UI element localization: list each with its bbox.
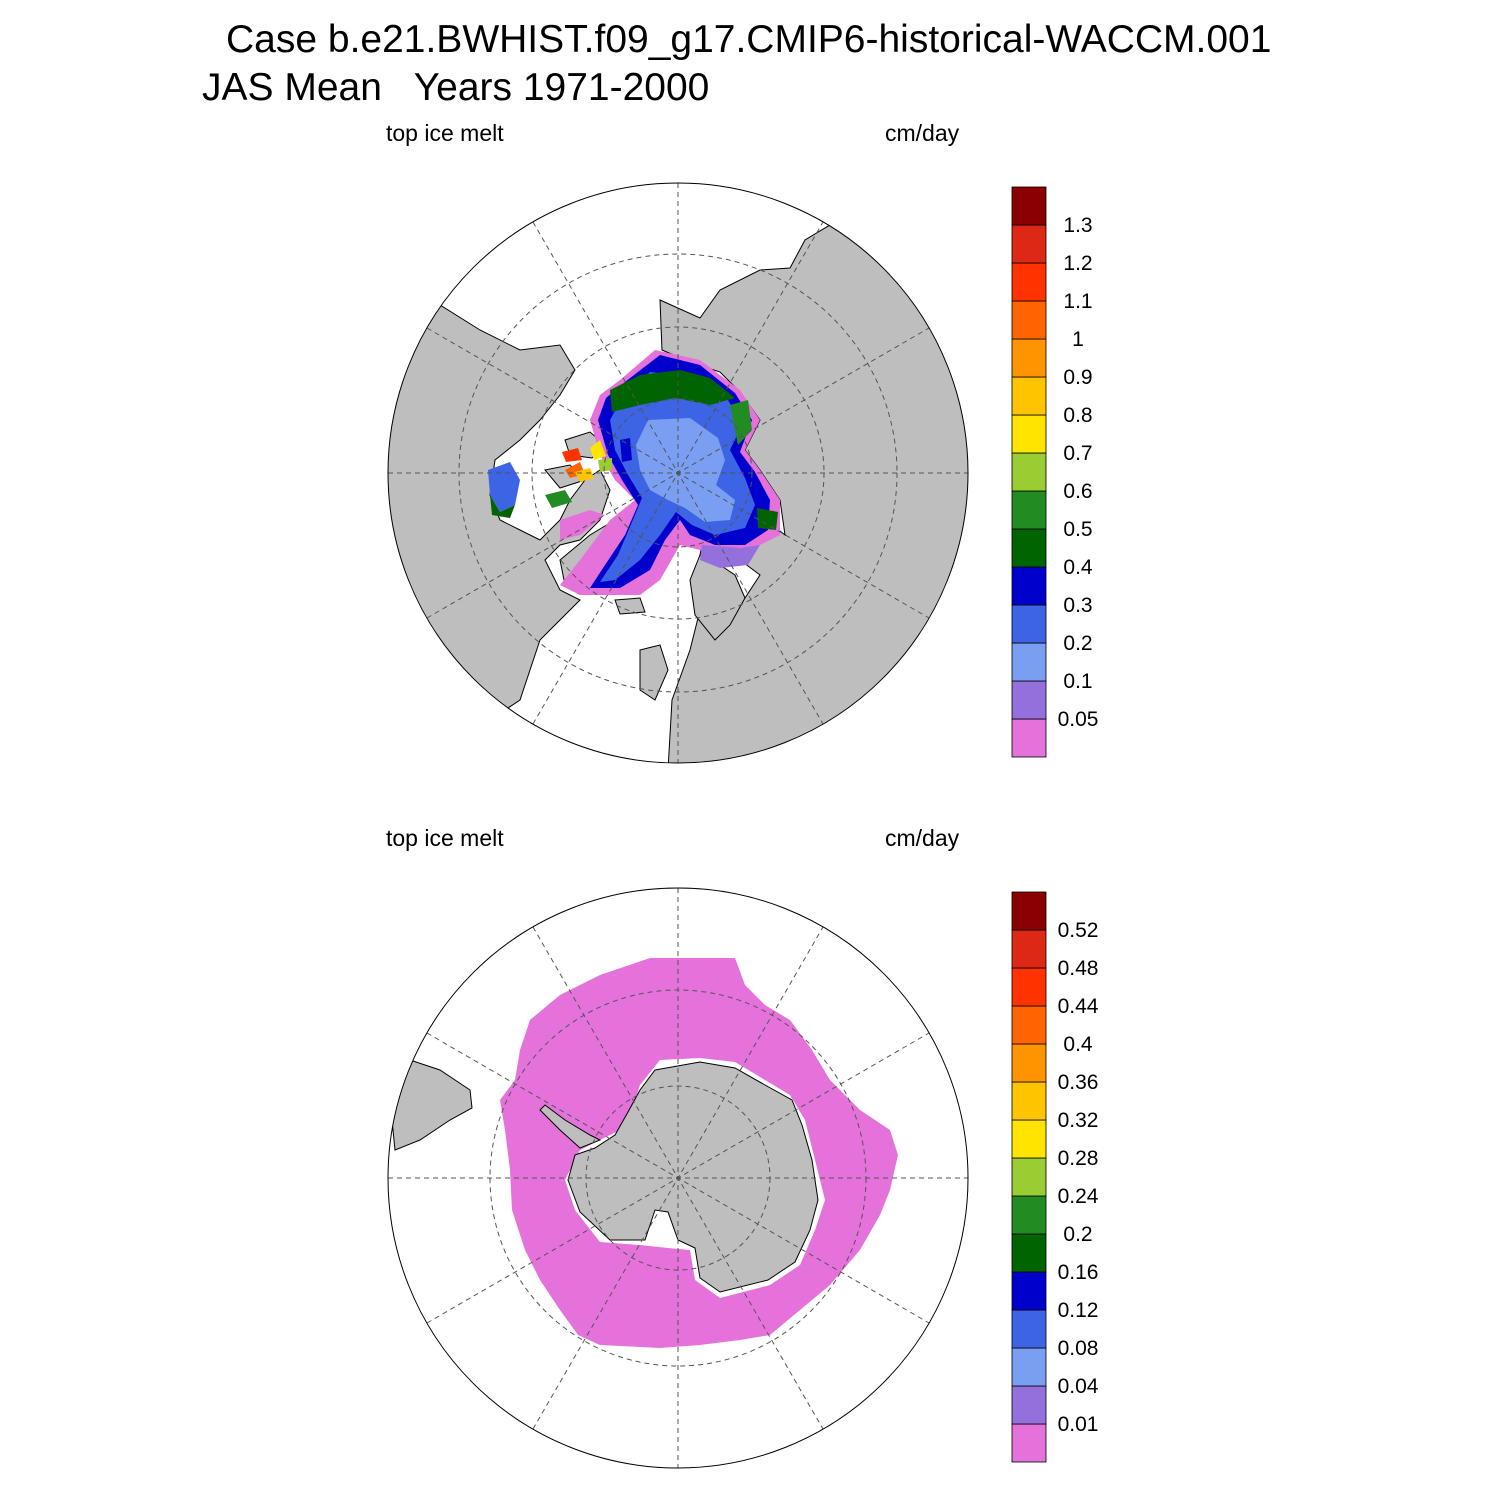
south-america-land [389, 1059, 473, 1151]
colorbar-swatch [1011, 1157, 1047, 1197]
colorbar-swatch [1011, 186, 1047, 226]
top-panel-variable-label: top ice melt [386, 120, 504, 146]
antarctic-peninsula-land [539, 1104, 602, 1149]
colorbar-tick-label: 1.3 [1063, 214, 1092, 237]
colorbar-tick-label: 0.2 [1063, 1223, 1092, 1246]
colorbar-tick-label: 0.01 [1058, 1413, 1099, 1436]
colorbar-swatch [1011, 1043, 1047, 1083]
bottom-panel-variable-label: top ice melt [386, 825, 504, 851]
figure-title-line1: Case b.e21.BWHIST.f09_g17.CMIP6-historic… [226, 18, 1272, 61]
arctic-map-content [388, 183, 968, 763]
colorbar-swatch [1011, 566, 1047, 606]
antarctic-map-content [388, 888, 968, 1468]
colorbar-tick-label: 0.1 [1063, 670, 1092, 693]
colorbar-swatch [1011, 1385, 1047, 1425]
antarctic-map-border [387, 887, 969, 1469]
colorbar-tick-label: 0.12 [1058, 1299, 1099, 1322]
antarctic-graticule [388, 888, 968, 1468]
colorbar-swatch [1011, 680, 1047, 720]
antarctic-polar-map [387, 887, 969, 1469]
colorbar-swatch [1011, 1081, 1047, 1121]
colorbar-tick-label: 0.24 [1058, 1185, 1099, 1208]
colorbar-swatch [1011, 338, 1047, 378]
colorbar-swatch [1011, 224, 1047, 264]
colorbar-swatch [1011, 1347, 1047, 1387]
colorbar-tick-label: 0.9 [1063, 366, 1092, 389]
colorbar-swatch [1011, 300, 1047, 340]
arctic-map-border [387, 182, 969, 764]
colorbar-swatch [1011, 642, 1047, 682]
colorbar-tick-label: 1.1 [1063, 290, 1092, 313]
colorbar-tick-label: 1.2 [1063, 252, 1092, 275]
colorbar-tick-label: 0.08 [1058, 1337, 1099, 1360]
figure-title-line2: JAS Mean Years 1971-2000 [202, 66, 710, 109]
colorbar-swatch [1011, 1233, 1047, 1273]
colorbar-swatch [1011, 1309, 1047, 1349]
colorbar-tick-label: 0.04 [1058, 1375, 1099, 1398]
colorbar-swatch [1011, 1423, 1047, 1463]
colorbar-tick-label: 0.4 [1063, 556, 1093, 579]
colorbar-tick-label: 0.48 [1058, 957, 1099, 980]
colorbar-swatch [1011, 1119, 1047, 1159]
arctic-graticule [388, 183, 968, 763]
arctic-polar-map [387, 182, 969, 764]
colorbar-tick-label: 0.28 [1058, 1147, 1099, 1170]
colorbar-tick-label: 0.05 [1058, 708, 1099, 731]
colorbar-tick-label: 0.4 [1063, 1033, 1093, 1056]
top-panel-units-label: cm/day [885, 120, 960, 146]
colorbar-swatch [1011, 414, 1047, 454]
colorbar-tick-label: 0.8 [1063, 404, 1092, 427]
colorbar-swatch [1011, 1271, 1047, 1311]
colorbar-tick-label: 0.6 [1063, 480, 1092, 503]
bottom-panel-units-label: cm/day [885, 825, 960, 851]
colorbar-tick-label: 0.3 [1063, 594, 1092, 617]
colorbar-tick-label: 0.16 [1058, 1261, 1099, 1284]
colorbar-swatch [1011, 604, 1047, 644]
colorbar-swatch [1011, 262, 1047, 302]
colorbar-swatch [1011, 490, 1047, 530]
colorbar-swatch [1011, 1195, 1047, 1235]
colorbar-tick-label: 0.7 [1063, 442, 1092, 465]
colorbar-swatch [1011, 967, 1047, 1007]
antarctica-land [567, 1061, 819, 1293]
colorbar-swatch [1011, 376, 1047, 416]
colorbar-tick-label: 0.5 [1063, 518, 1092, 541]
top-colorbar: 0.05 0.1 0.2 0.3 0.4 0.5 0.6 0.7 0.8 0.9 1 1.1 1.2 1.… [1011, 186, 1099, 758]
colorbar-tick-label: 0.36 [1058, 1071, 1099, 1094]
colorbar-tick-label: 1 [1072, 328, 1084, 351]
colorbar-swatch [1011, 528, 1047, 568]
bottom-colorbar: 0.01 0.04 0.08 0.12 0.16 0.2 0.24 0.28 0.32 0.36 0… [1011, 891, 1099, 1463]
colorbar-swatch [1011, 891, 1047, 931]
colorbar-swatch [1011, 929, 1047, 969]
colorbar-tick-label: 0.44 [1058, 995, 1099, 1018]
colorbar-tick-label: 0.32 [1058, 1109, 1099, 1132]
colorbar-swatch [1011, 452, 1047, 492]
colorbar-swatch [1011, 718, 1047, 758]
antarctic-ice-melt-field [500, 958, 898, 1348]
colorbar-tick-label: 0.52 [1058, 919, 1099, 942]
colorbar-swatch [1011, 1005, 1047, 1045]
colorbar-tick-label: 0.2 [1063, 632, 1092, 655]
